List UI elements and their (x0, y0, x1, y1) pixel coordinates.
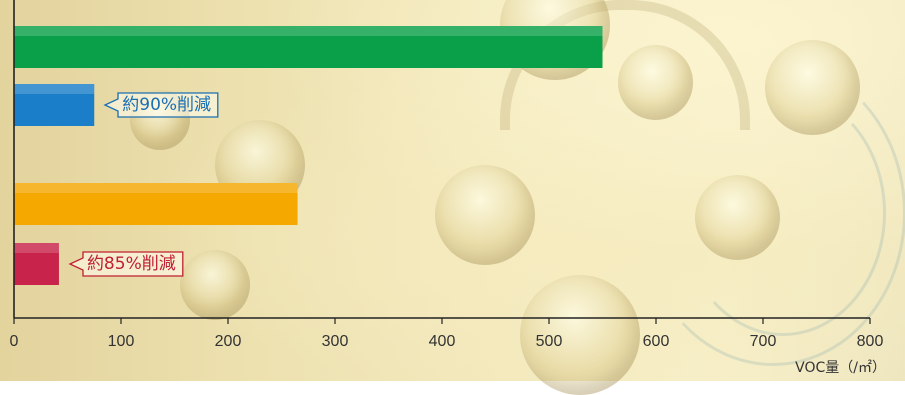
callout-border (68, 251, 184, 277)
bar-highlight (14, 84, 95, 94)
background-wave (680, 90, 886, 336)
background-bubble (520, 275, 640, 395)
x-axis-title: VOC量（/㎡） (795, 360, 886, 376)
background-wave (640, 60, 905, 366)
x-tick-label: 400 (429, 333, 456, 350)
bar-highlight (14, 243, 59, 253)
bar-highlight (14, 183, 298, 193)
callout-border (103, 92, 219, 118)
bar (14, 84, 95, 126)
bar (14, 243, 59, 285)
callout-frame (103, 92, 219, 118)
x-tick-label: 500 (536, 333, 563, 350)
x-tick-label: 700 (750, 333, 777, 350)
bar-highlight (14, 26, 603, 36)
reduction-callout-label: 約90%削減 (122, 95, 212, 115)
bar (14, 183, 298, 225)
callout-frame (68, 251, 184, 277)
x-tick-label: 800 (857, 333, 884, 350)
reduction-callout: 約85%削減 (68, 249, 184, 279)
x-tick-label: 0 (10, 333, 19, 350)
bar (14, 26, 603, 68)
background-bubble (435, 165, 535, 265)
reduction-callout: 約90%削減 (103, 90, 219, 120)
x-tick-label: 200 (215, 333, 242, 350)
x-tick-label: 300 (322, 333, 349, 350)
x-tick-label: 100 (108, 333, 135, 350)
bar-chart: 0 100 200 300 400 500 600 700 800 VOC量（/㎡） (10, 0, 886, 376)
background-bubble (180, 250, 250, 320)
x-tick-label: 600 (643, 333, 670, 350)
reduction-callout-label: 約85%削減 (86, 254, 176, 274)
